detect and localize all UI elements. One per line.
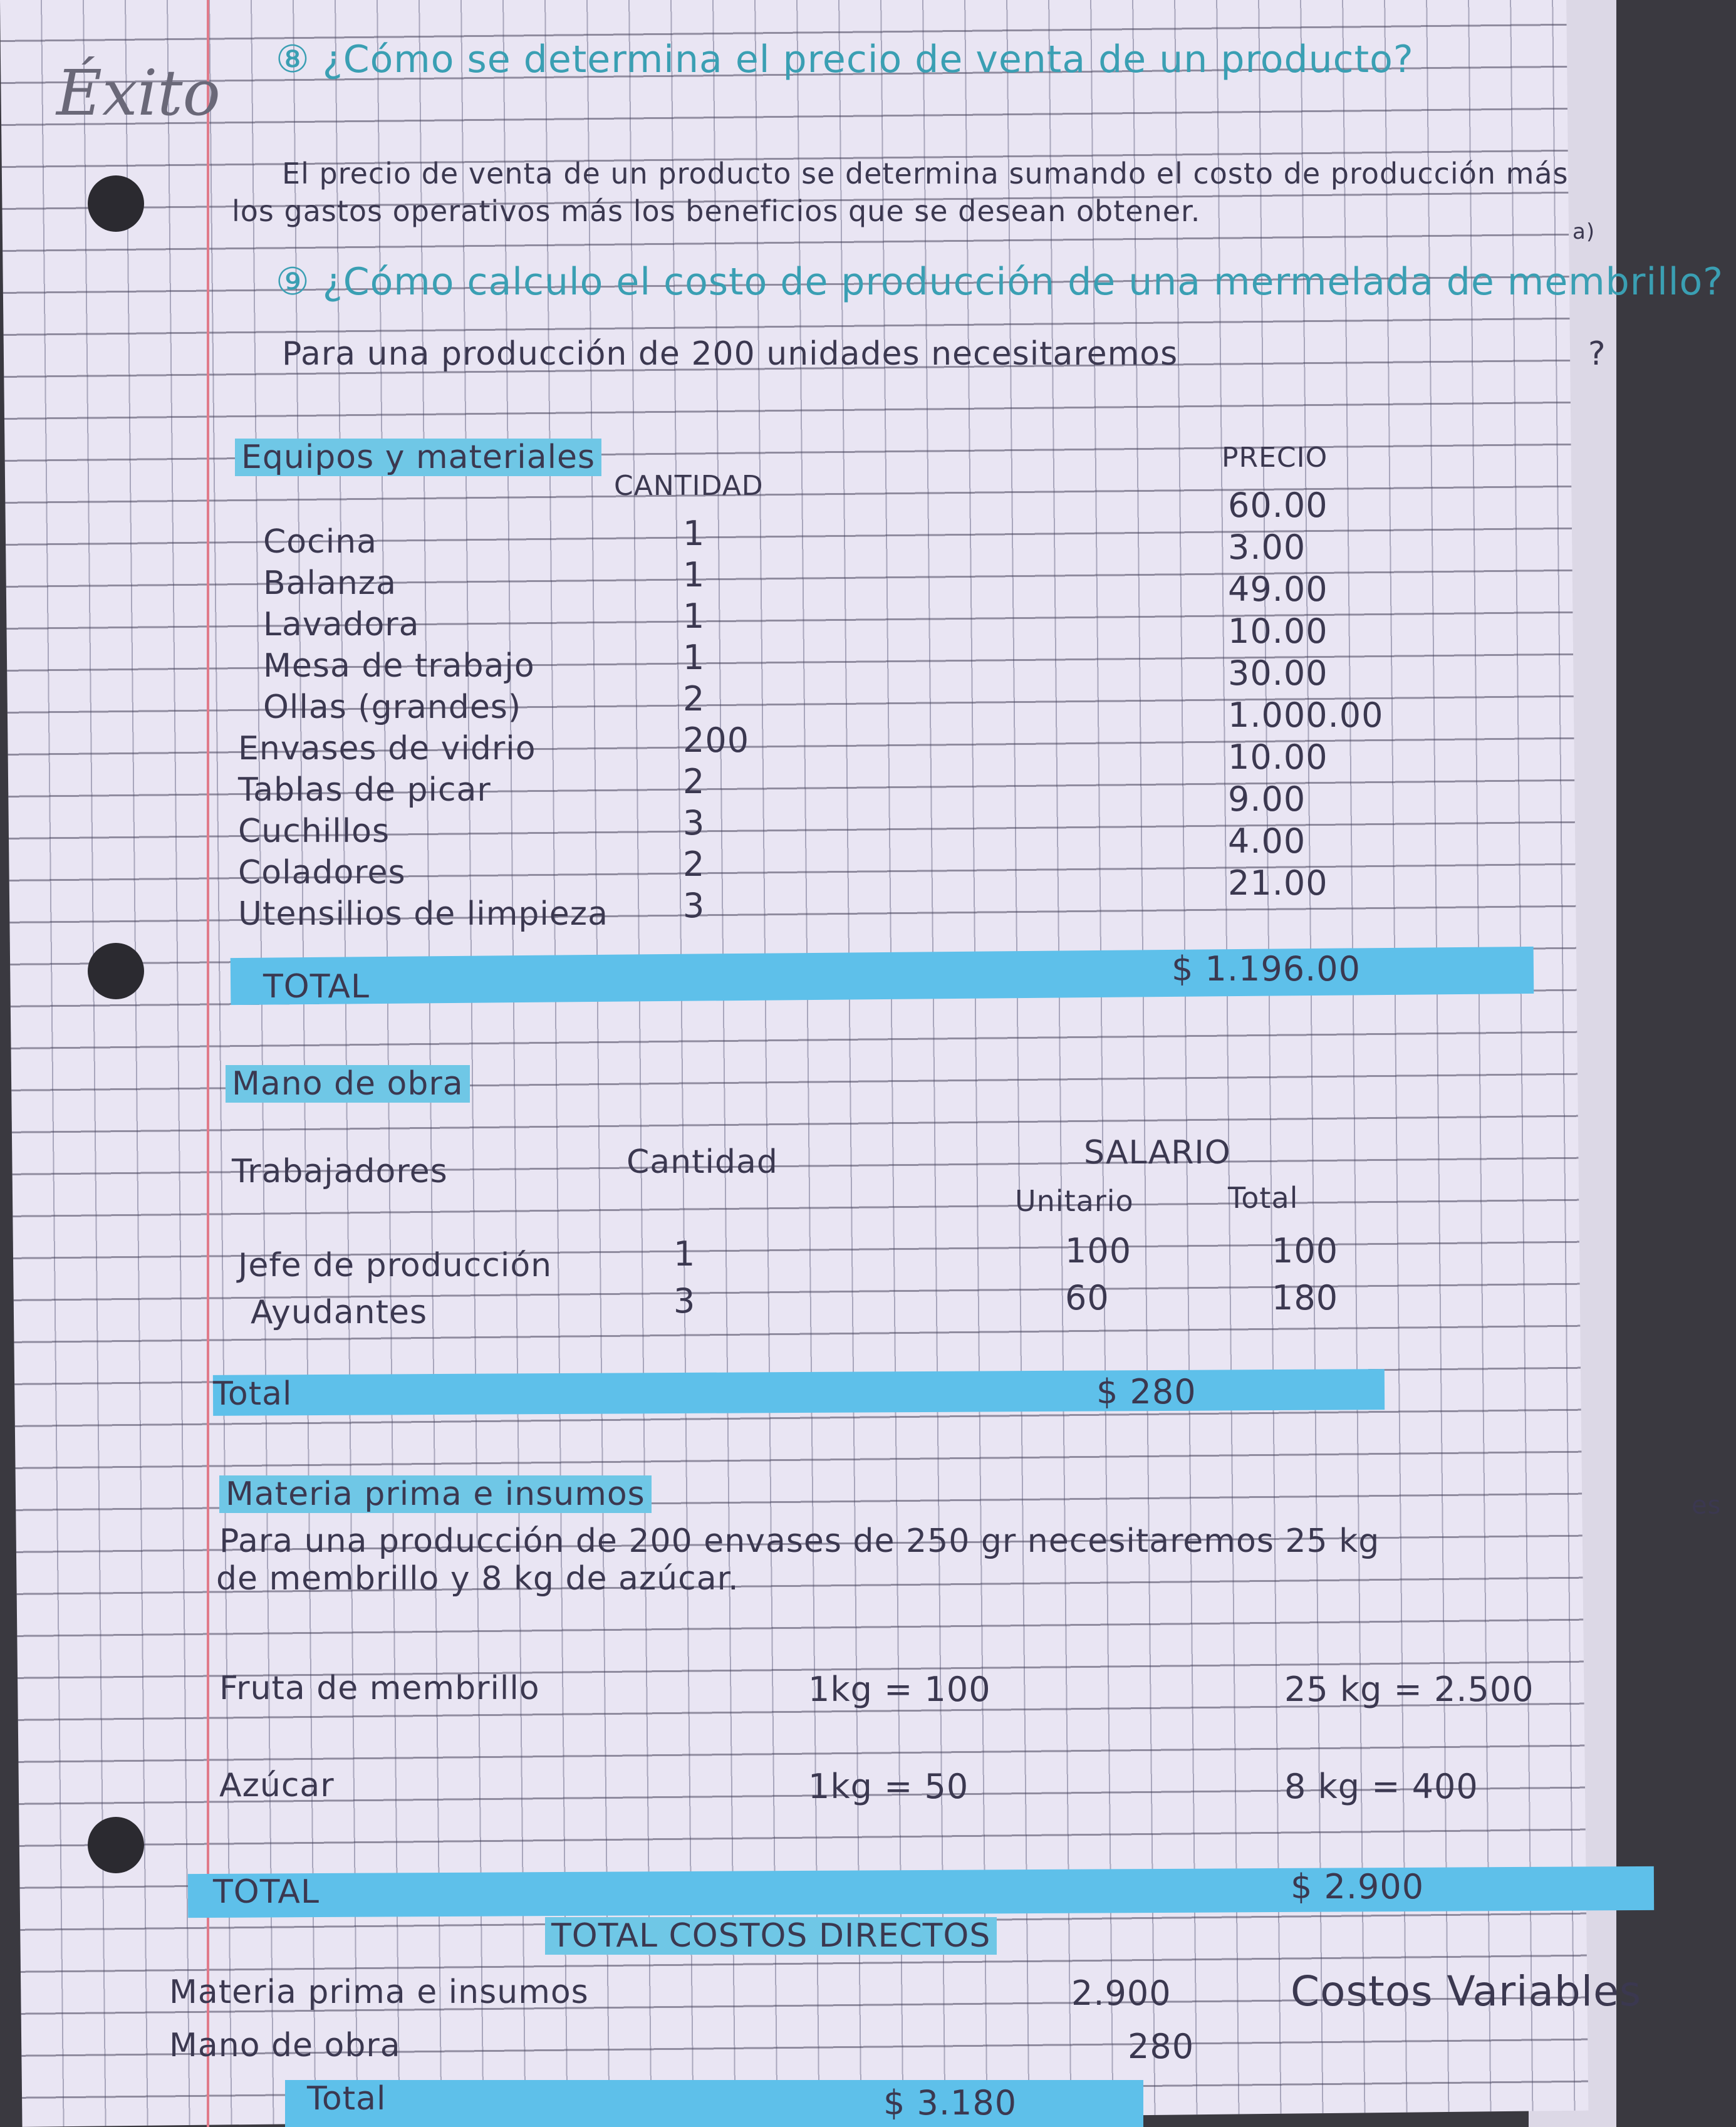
equipment-quantity: 1 — [683, 638, 705, 677]
equipment-name: Lavadora — [263, 606, 420, 643]
col-unitario: Unitario — [1015, 1184, 1134, 1218]
equipment-name: Balanza — [263, 564, 397, 602]
cd-row-name: Mano de obra — [169, 2027, 401, 2064]
equipment-price: 1.000.00 — [1228, 695, 1384, 735]
equipment-name: Cuchillos — [238, 813, 390, 850]
worker-name: Jefe de producción — [238, 1247, 553, 1284]
equipment-price: 30.00 — [1228, 653, 1328, 693]
equipment-price: 60.00 — [1228, 486, 1328, 525]
margin-note: ? — [1588, 335, 1606, 373]
equipment-name: Envases de vidrio — [238, 730, 536, 767]
material-unit-price: 1kg = 100 — [808, 1670, 991, 1709]
equipment-price: 9.00 — [1228, 779, 1306, 819]
equipment-name: Coladores — [238, 854, 406, 892]
equipment-name: Tablas de picar — [238, 771, 491, 809]
mano-obra-total-label: Total — [213, 1375, 293, 1413]
equipment-price: 10.00 — [1228, 737, 1328, 777]
cd-total-value: $ 3.180 — [883, 2083, 1017, 2123]
worker-total-salary: 100 — [1272, 1231, 1339, 1271]
equipment-quantity: 1 — [683, 596, 705, 636]
material-total: 25 kg = 2.500 — [1284, 1670, 1534, 1709]
total-highlight — [285, 2080, 1143, 2127]
question-8-title: ⑧ ¿Cómo se determina el precio de venta … — [276, 38, 1414, 81]
equipment-quantity: 2 — [683, 762, 705, 801]
equipment-name: Utensilios de limpieza — [238, 895, 608, 933]
cd-total-label: Total — [307, 2080, 387, 2118]
equipos-total-value: $ 1.196.00 — [1172, 949, 1361, 989]
equipment-price: 4.00 — [1228, 821, 1306, 861]
equipment-name: Cocina — [263, 523, 377, 561]
cd-row-name: Materia prima e insumos — [169, 1974, 589, 2011]
material-name: Fruta de membrillo — [219, 1670, 540, 1707]
materia-prima-heading: Materia prima e insumos — [219, 1475, 652, 1513]
margin-note: es — [1692, 1491, 1722, 1520]
cd-row-value: 280 — [1128, 2027, 1195, 2066]
question-9-intro: Para una producción de 200 unidades nece… — [282, 335, 1178, 373]
materia-prima-paragraph-1: Para una producción de 200 envases de 25… — [219, 1522, 1380, 1560]
col-cantidad: Cantidad — [626, 1143, 778, 1181]
brand-logo: Éxito — [56, 56, 221, 130]
equipment-quantity: 3 — [683, 803, 705, 843]
equipment-quantity: 2 — [683, 679, 705, 719]
costos-directos-heading: TOTAL COSTOS DIRECTOS — [545, 1917, 997, 1955]
materia-prima-total-label: TOTAL — [213, 1873, 320, 1911]
equipment-quantity: 1 — [683, 514, 705, 553]
materia-prima-total-value: $ 2.900 — [1291, 1867, 1425, 1906]
equipos-total-label: TOTAL — [263, 968, 370, 1006]
equipment-price: 10.00 — [1228, 611, 1328, 651]
equipment-quantity: 200 — [683, 720, 750, 760]
margin-note: a) — [1572, 219, 1596, 244]
col-total: Total — [1228, 1181, 1299, 1215]
materia-prima-paragraph-2: de membrillo y 8 kg de azúcar. — [216, 1560, 739, 1598]
material-total: 8 kg = 400 — [1284, 1767, 1479, 1806]
col-cantidad: CANTIDAD — [614, 470, 764, 502]
answer-line-2: los gastos operativos más los beneficios… — [232, 194, 1201, 228]
notebook-page — [0, 0, 1589, 2127]
binder-hole — [88, 175, 144, 232]
worker-unit-salary: 60 — [1065, 1278, 1110, 1318]
equipment-name: Mesa de trabajo — [263, 647, 535, 685]
binder-hole — [88, 943, 144, 999]
equipment-quantity: 2 — [683, 845, 705, 884]
equipment-price: 3.00 — [1228, 528, 1306, 567]
costos-variables-note: Costos Variables — [1291, 1967, 1642, 2015]
equipment-price: 49.00 — [1228, 569, 1328, 609]
cd-row-value: 2.900 — [1071, 1974, 1172, 2013]
question-9-title: ⑨ ¿Cómo calculo el costo de producción d… — [276, 260, 1724, 304]
binder-hole — [88, 1817, 144, 1873]
total-highlight — [187, 1866, 1655, 1918]
worker-name: Ayudantes — [251, 1294, 428, 1331]
worker-quantity: 1 — [673, 1234, 696, 1274]
col-trabajadores: Trabajadores — [232, 1153, 448, 1190]
mano-obra-heading: Mano de obra — [226, 1065, 470, 1103]
worker-unit-salary: 100 — [1065, 1231, 1132, 1271]
answer-line-1: El precio de venta de un producto se det… — [282, 157, 1569, 190]
material-name: Azúcar — [219, 1767, 335, 1804]
equipment-quantity: 1 — [683, 555, 705, 595]
mano-obra-total-value: $ 280 — [1096, 1372, 1197, 1412]
material-unit-price: 1kg = 50 — [808, 1767, 969, 1806]
margin-line — [207, 0, 209, 2127]
equipment-quantity: 3 — [683, 886, 705, 925]
equipment-price: 21.00 — [1228, 863, 1328, 903]
equipos-heading: Equipos y materiales — [235, 439, 602, 476]
worker-quantity: 3 — [673, 1281, 696, 1321]
worker-total-salary: 180 — [1272, 1278, 1339, 1318]
equipment-name: Ollas (grandes) — [263, 689, 522, 726]
col-precio: PRECIO — [1222, 442, 1328, 474]
total-highlight — [212, 1369, 1385, 1416]
col-salario: SALARIO — [1084, 1134, 1231, 1172]
